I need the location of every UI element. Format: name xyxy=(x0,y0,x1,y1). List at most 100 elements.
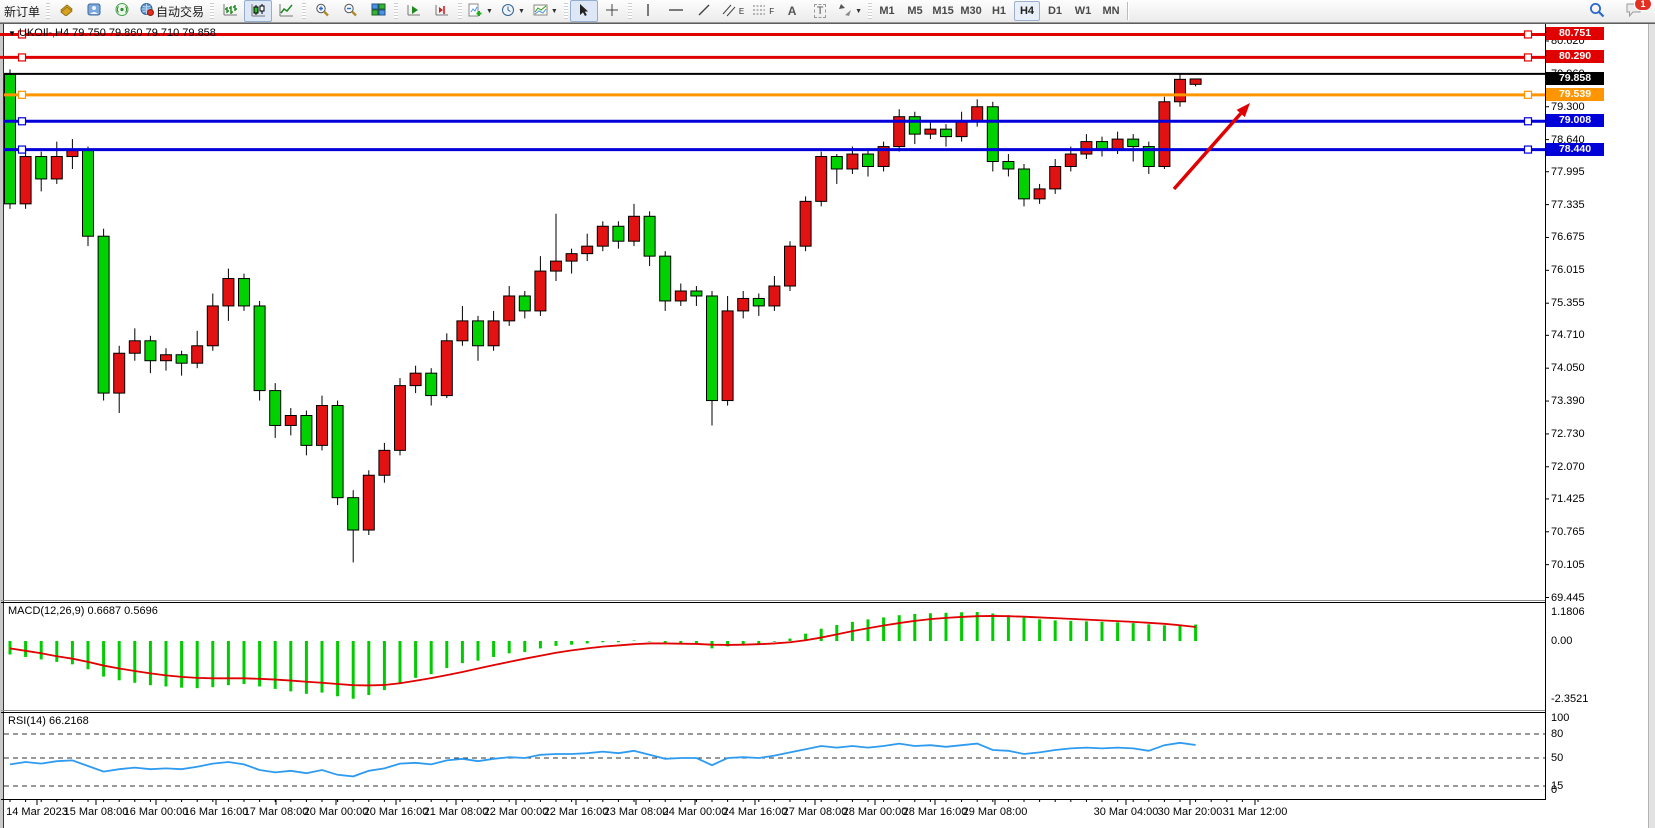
periods-button[interactable]: ▼ xyxy=(497,0,529,22)
rsi-tick-label: 0 xyxy=(1551,784,1558,796)
cursor-icon xyxy=(577,3,590,20)
timeframe-button-M15[interactable]: M15 xyxy=(932,5,954,17)
line-handle[interactable] xyxy=(17,145,27,154)
candle-body xyxy=(955,121,968,138)
time-axis-label: 27 Mar 08:00 xyxy=(782,806,848,818)
notifications-button[interactable]: 1 xyxy=(1619,0,1652,22)
auto-scroll-button[interactable] xyxy=(400,0,428,22)
candle-body xyxy=(706,295,718,402)
zoom-in-button[interactable] xyxy=(308,0,336,22)
candle-body xyxy=(97,235,110,394)
template-icon xyxy=(533,3,548,20)
candle-body xyxy=(986,106,999,163)
new-order-button[interactable]: 新订单 xyxy=(0,0,44,22)
auto-trading-button[interactable]: 自动交易 xyxy=(136,0,208,22)
arrows-tool-button[interactable]: ▼ xyxy=(834,0,866,22)
timeframe-button-H1[interactable]: H1 xyxy=(991,5,1007,17)
timeframe-button-W1[interactable]: W1 xyxy=(1074,5,1092,17)
candle-body xyxy=(50,156,63,180)
line-handle[interactable] xyxy=(17,117,27,126)
trend-arrow-annotation[interactable] xyxy=(1172,103,1250,191)
signals-button[interactable] xyxy=(108,0,136,22)
candle-body xyxy=(175,354,188,364)
cursor-tool-button[interactable] xyxy=(569,0,598,22)
chart-shift-button[interactable] xyxy=(428,0,456,22)
candlestick-series xyxy=(4,69,1202,563)
equidistant-channel-tool-button[interactable]: E xyxy=(718,0,748,22)
profile-button[interactable] xyxy=(80,0,108,22)
add-indicator-button[interactable]: ▼ xyxy=(464,0,497,22)
candle-body xyxy=(487,320,500,347)
timeframe-button-MN[interactable]: MN xyxy=(1102,5,1120,17)
time-axis-label: 28 Mar 16:00 xyxy=(902,806,968,818)
time-axis-label: 15 Mar 08:00 xyxy=(63,806,129,818)
market-watch-button[interactable] xyxy=(52,0,80,22)
new-order-label: 新订单 xyxy=(4,4,41,19)
candle-body xyxy=(862,153,874,167)
price-tick-label: 72.730 xyxy=(1551,427,1585,440)
candle-body xyxy=(269,390,282,426)
trendline-icon xyxy=(697,3,711,20)
clock-icon xyxy=(501,3,515,20)
rsi-indicator-label: RSI(14) 66.2168 xyxy=(8,715,89,727)
candle-body xyxy=(331,405,344,499)
timeframe-button-M1[interactable]: M1 xyxy=(879,5,895,17)
macd-tick-label: 1.1806 xyxy=(1551,606,1585,618)
candle-body xyxy=(503,295,516,322)
candle-body xyxy=(82,150,94,237)
crosshair-tool-button[interactable] xyxy=(598,0,626,22)
candle-body xyxy=(1189,78,1202,85)
toolbar-grip xyxy=(302,3,307,19)
window-border xyxy=(0,22,1655,24)
line-chart-mode-button[interactable] xyxy=(272,0,300,22)
chart-window-left-frame xyxy=(0,24,4,828)
candle-body xyxy=(721,310,734,402)
time-axis-label: 14 Mar 2023 xyxy=(6,806,68,818)
price-tick-label: 77.995 xyxy=(1551,165,1585,178)
fibonacci-tool-button[interactable]: F xyxy=(748,0,778,22)
rsi-tick-label: 80 xyxy=(1551,728,1564,740)
candle-body xyxy=(35,156,48,180)
toolbar-grip xyxy=(394,3,399,19)
timeframe-button-D1[interactable]: D1 xyxy=(1047,5,1063,17)
trendline-tool-button[interactable] xyxy=(690,0,718,22)
search-button[interactable] xyxy=(1583,0,1611,22)
line-handle[interactable] xyxy=(1523,30,1533,39)
candle-body xyxy=(378,449,391,476)
toolbar-grip xyxy=(563,3,568,19)
line-handle[interactable] xyxy=(1523,53,1533,62)
line-handle[interactable] xyxy=(1523,117,1533,126)
timeframe-button-M5[interactable]: M5 xyxy=(907,5,923,17)
time-axis-label: 24 Mar 16:00 xyxy=(722,806,788,818)
line-handle[interactable] xyxy=(17,53,27,62)
price-line-badge: 80.751 xyxy=(1546,27,1604,41)
templates-button[interactable]: ▼ xyxy=(529,0,562,22)
timeframe-button-M30[interactable]: M30 xyxy=(960,5,982,17)
candle-body xyxy=(971,106,984,123)
horizontal-line-tool-button[interactable] xyxy=(662,0,690,22)
candle-body xyxy=(815,156,828,202)
macd-tick-label: -2.3521 xyxy=(1551,692,1589,705)
tile-windows-icon xyxy=(371,3,386,20)
chart-title: ▼ UKOIl-,H4 79.750 79.860 79.710 79.858 xyxy=(8,27,216,39)
time-axis-label: 22 Mar 00:00 xyxy=(483,806,549,818)
tile-windows-button[interactable] xyxy=(364,0,392,22)
zoom-out-button[interactable] xyxy=(336,0,364,22)
text-tool-button[interactable]: A xyxy=(778,0,806,22)
zoom-in-icon xyxy=(315,3,330,20)
price-line-badge: 78.440 xyxy=(1546,142,1604,156)
line-handle[interactable] xyxy=(1523,145,1533,154)
equidistant-channel-icon xyxy=(722,3,737,20)
candlestick-mode-button[interactable] xyxy=(244,0,273,22)
candle-body xyxy=(643,215,656,257)
time-axis-label: 30 Mar 20:00 xyxy=(1157,806,1223,818)
line-handle[interactable] xyxy=(17,30,27,39)
notification-count-badge: 1 xyxy=(1634,0,1652,11)
text-label-tool-button[interactable]: T xyxy=(806,0,834,22)
vertical-line-tool-button[interactable] xyxy=(634,0,662,22)
timeframe-button-H4[interactable]: H4 xyxy=(1014,1,1041,21)
bar-chart-mode-button[interactable] xyxy=(216,0,244,22)
line-handle[interactable] xyxy=(17,90,27,99)
line-handle[interactable] xyxy=(1523,90,1533,99)
